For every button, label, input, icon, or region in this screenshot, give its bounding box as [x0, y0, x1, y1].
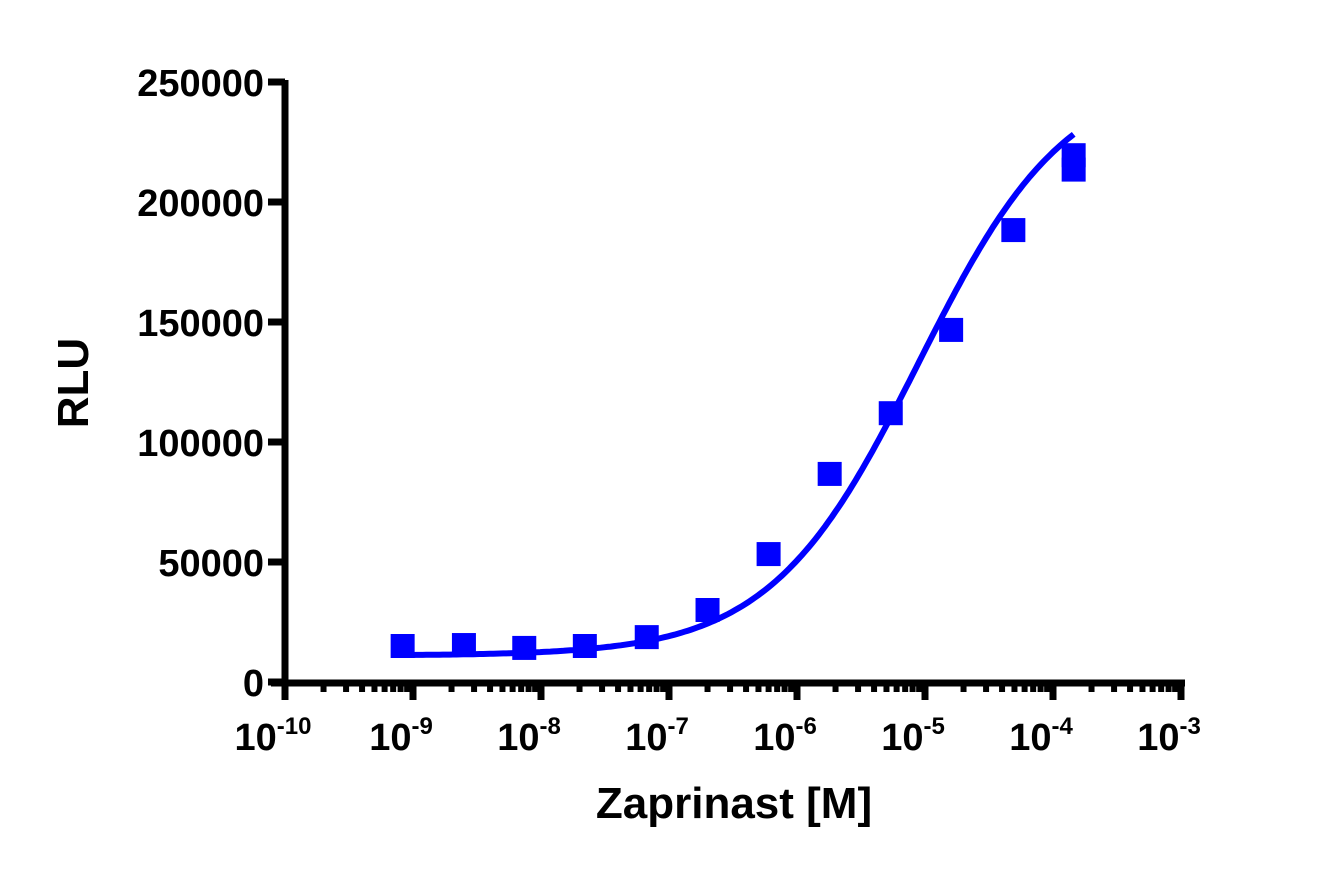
x-axis-title: Zaprinast [M] [596, 779, 872, 828]
data-point-square [390, 634, 415, 658]
x-tick-label: 10-7 [625, 713, 689, 759]
x-tick-label: 10-8 [497, 713, 561, 759]
y-tick-label: 100000 [137, 423, 264, 465]
y-tick-label: 150000 [137, 303, 264, 345]
y-axis-title: RLU [49, 338, 98, 428]
data-point-square [817, 461, 842, 486]
x-tick-label: 10-4 [1009, 713, 1073, 759]
data-point-square [939, 317, 964, 342]
y-tick-label: 50000 [158, 543, 264, 585]
data-point-square [756, 542, 781, 567]
data-point-square [572, 634, 597, 658]
axes: 0 50000 100000 150000 200000 250000 10-10 10-9… [137, 63, 1201, 759]
y-tick-label: 200000 [137, 183, 264, 225]
x-tick-label: 10-5 [881, 713, 945, 759]
fit-curve [402, 131, 1076, 658]
y-axis-ticks: 0 50000 100000 150000 200000 250000 [137, 63, 285, 705]
data-point-square [451, 633, 476, 658]
x-axis-ticks: 10-10 10-9 10-8 10-7 10-6 10-5 10-4 10-3 [235, 683, 1201, 759]
y-tick-label: 250000 [137, 63, 264, 105]
x-tick-label: 10-10 [235, 713, 312, 759]
data-point-square [1001, 218, 1026, 243]
x-tick-label: 10-6 [753, 713, 817, 759]
data-points [390, 143, 1086, 660]
data-point-square [878, 401, 903, 426]
data-point-square [695, 598, 720, 622]
data-point-square [512, 635, 537, 660]
x-tick-label: 10-9 [369, 713, 433, 759]
data-point-square [634, 625, 659, 650]
fit-curve-line [402, 131, 1076, 658]
x-tick-label: 10-3 [1137, 713, 1201, 759]
y-tick-label: 0 [243, 663, 264, 705]
data-point-square [1061, 157, 1086, 182]
